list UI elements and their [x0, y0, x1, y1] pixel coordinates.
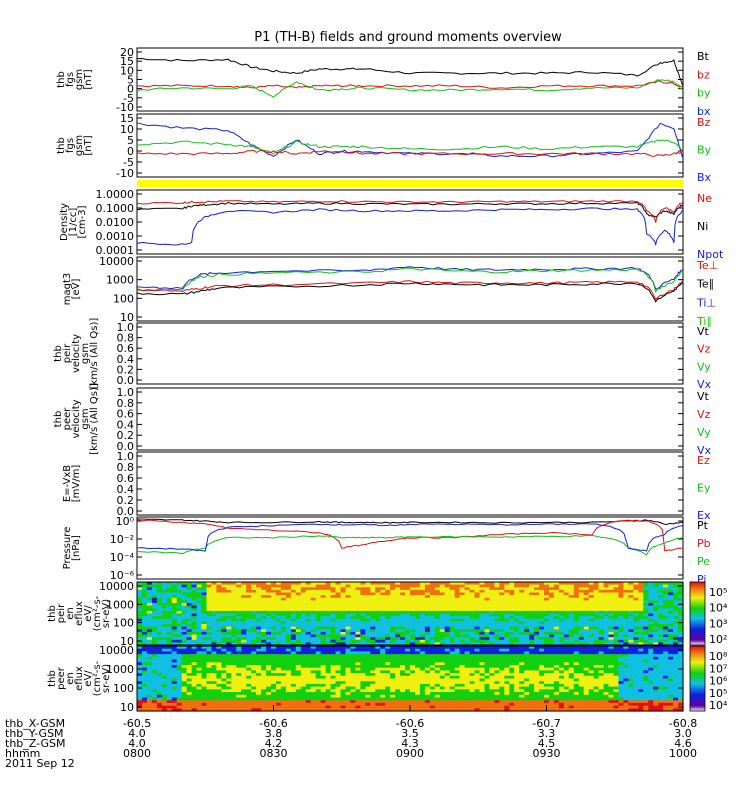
series-line-Bt	[137, 59, 683, 86]
colorbar-tick-label: 10³	[709, 617, 727, 630]
legend-entry: Ni	[697, 220, 708, 233]
legend-entry: by	[697, 87, 711, 100]
plot-title: P1 (TH-B) fields and ground moments over…	[254, 30, 562, 45]
legend-entry: Vy	[697, 426, 711, 439]
panel-peir-spec: 10⁵10⁴10³10²10000100010010thbpeireneflux…	[47, 580, 728, 648]
panel-peer-spec: 10⁸10⁷10⁶10⁵10⁴10000100010010thbpeerenef…	[47, 644, 728, 714]
y-tick-label: 10000	[99, 580, 134, 593]
legend-entry: Vz	[697, 408, 711, 421]
panel-density: 1.00000.10000.01000.00100.0001Density[1/…	[59, 188, 724, 261]
panel-frame	[137, 388, 683, 450]
legend-entry: Pt	[697, 519, 709, 532]
y-tick-label: -10	[116, 167, 134, 180]
legend-entry: Pb	[697, 537, 711, 550]
y-tick-label: 1.0000	[96, 188, 135, 201]
y-tick-label: 0.0100	[96, 216, 135, 229]
y-tick-label: 10000	[99, 255, 134, 268]
y-tick-label: 100	[113, 292, 134, 305]
y-tick-label: 10⁻²	[110, 533, 134, 546]
y-axis-label: [cm-3]	[77, 205, 88, 238]
y-axis-label: [km/s (All Qs)]	[89, 318, 100, 390]
series-line-Ni	[137, 202, 683, 217]
legend-entry: Pe	[697, 555, 710, 568]
legend-entry: bz	[697, 68, 710, 81]
spectrogram-cells	[137, 582, 684, 646]
series-line-Pt	[137, 519, 683, 524]
legend-entry: Vy	[697, 360, 711, 373]
legend-entry: Vt	[697, 390, 710, 403]
legend-entry: Bx	[697, 171, 712, 184]
y-tick-label: 100	[113, 617, 134, 630]
legend-entry: Ne	[697, 192, 712, 205]
colorbar	[690, 582, 705, 645]
y-tick-label: 0.0010	[96, 230, 135, 243]
y-axis-label: [mV/m]	[71, 465, 82, 503]
panel-frame	[137, 190, 683, 254]
legend-entry: Te⊥	[696, 259, 718, 272]
y-axis-label: sr-eV)	[101, 599, 112, 628]
panels: 20151050-5-10thbfgsgsm[nT]Btbzbybx151050…	[47, 46, 728, 714]
legend-entry: Te∥	[696, 278, 714, 291]
y-axis-label: [nPa]	[71, 535, 82, 561]
legend-entry: Vt	[697, 325, 710, 338]
panel-frame	[137, 452, 683, 515]
legend-entry: Bt	[697, 50, 710, 63]
quality-flag-bar	[137, 180, 683, 187]
legend-entry: Ey	[697, 482, 711, 495]
panel-peir-vel: 1.00.80.60.40.20.0thbpeirvelocitygsm[km/…	[53, 318, 712, 391]
y-tick-label: 0.1000	[96, 202, 135, 215]
colorbar-tick-label: 10⁴	[709, 602, 728, 615]
panel-peer-vel: 1.00.80.60.40.20.0thbpeervelocitygsm[km/…	[53, 383, 712, 457]
y-axis-label: [km/s (All Qs)]	[89, 383, 100, 455]
spectrogram-cells	[137, 646, 684, 712]
panel-frame	[137, 323, 683, 384]
series-line-Npot	[137, 208, 683, 245]
y-tick-label: 10⁻⁴	[110, 551, 135, 564]
y-axis-label: [eV]	[71, 279, 82, 300]
legend-entry: By	[697, 144, 712, 157]
colorbar-tick-label: 10²	[709, 633, 727, 646]
legend-entry: Bz	[697, 116, 711, 129]
series-line-by	[137, 80, 683, 97]
panel-frame	[137, 48, 683, 111]
panel-frame	[137, 114, 683, 177]
colorbar-tick-label: 10⁵	[709, 586, 727, 599]
legend-entry: Ez	[697, 454, 710, 467]
y-axis-label: [nT]	[83, 135, 94, 155]
y-tick-label: 1000	[106, 274, 134, 287]
y-axis-label: [nT]	[83, 69, 94, 89]
y-tick-label: 10⁰	[116, 515, 135, 528]
series-line-By	[137, 140, 683, 154]
legend-entry: Vz	[697, 343, 711, 356]
legend-entry: Ti⊥	[696, 296, 716, 309]
